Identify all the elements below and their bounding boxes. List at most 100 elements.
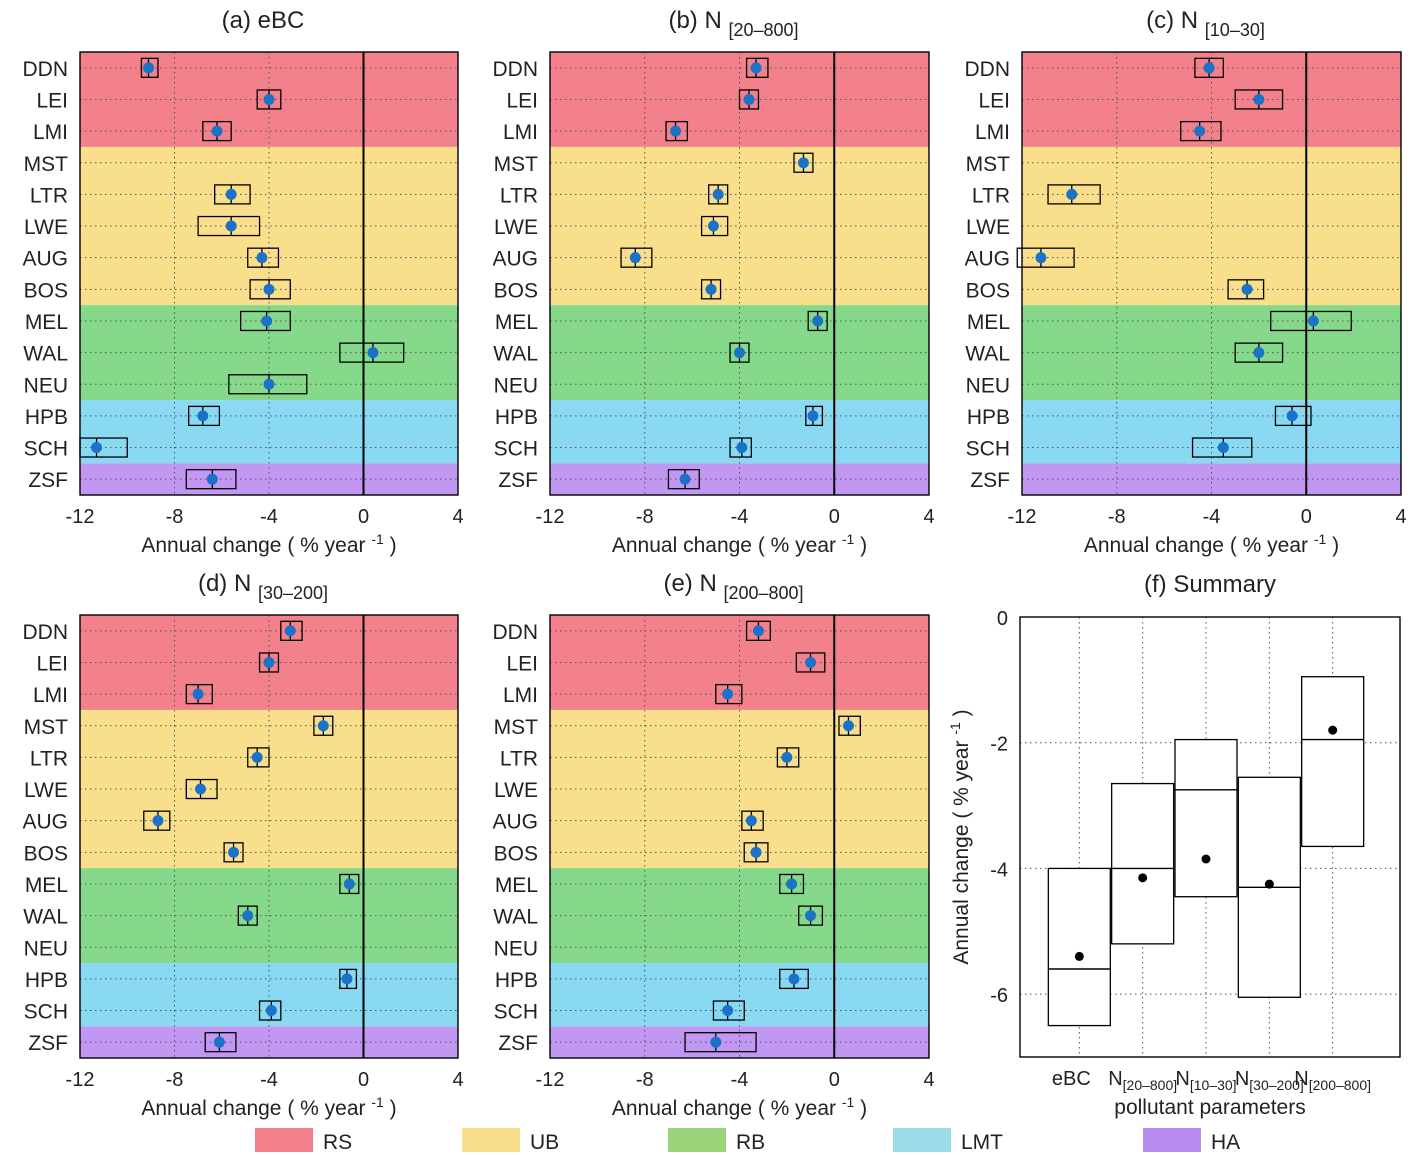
data-point [242,910,254,922]
x-tick-label: -8 [166,1069,184,1091]
station-label: LTR [972,184,1010,207]
data-point [745,815,757,827]
ci-box [700,215,729,237]
xlabel-end: ) [384,1097,397,1120]
x-tick-label: -12 [66,506,95,528]
x-axis-label: Annual change ( % year -1 ) [141,1094,396,1120]
subscript: [30–200] [1249,1077,1304,1093]
station-label: LWE [966,216,1010,239]
x-tick-label: 0 [829,506,840,528]
x-tick-label: -4 [731,1069,749,1091]
legend-label-ub: UB [530,1131,559,1154]
data-point [261,315,273,327]
ci-box [247,747,270,768]
x-axis-label: Annual change ( % year -1 ) [1084,531,1339,557]
station-label: AUG [492,811,538,834]
data-point [206,473,218,485]
panel-title: (c) N [10–30] [1146,7,1265,40]
data-point [284,625,296,637]
station-label: MST [966,153,1011,176]
legend-label-rb: RB [736,1131,765,1154]
ci-box [339,342,405,363]
data-point [341,973,353,985]
data-point [812,315,824,327]
station-label: LTR [500,184,538,207]
data-point [805,910,817,922]
subscript: [20–800] [1123,1077,1178,1093]
subscript: [30–200] [258,583,328,603]
panel-e: DDN LEI LMI MST LTR LWE AUG BOS MEL WAL NEU HPB SCH Z… [492,570,934,1120]
data-point [1066,188,1078,200]
legend-swatch-rb [668,1128,726,1152]
station-label: NEU [966,374,1010,397]
panel-b: DDN LEI LMI MST LTR LWE AUG BOS MEL WAL NEU HPB SCH Z… [492,7,934,557]
ci-box [715,683,743,705]
band-lmt [550,400,929,464]
data-point [91,442,103,454]
xlabel-end: ) [854,534,867,557]
ci-box [143,810,171,831]
station-label: BOS [24,842,68,865]
ci-box [620,247,653,268]
data-point [670,125,682,137]
ci-box [228,374,308,395]
station-label: BOS [494,279,538,302]
x-tick-label: 4 [923,506,934,528]
legend-label-rs: RS [323,1131,352,1154]
station-label: LEI [978,89,1010,112]
ci-box [185,683,213,705]
station-label: LWE [494,216,538,239]
station-label: NEU [24,374,68,397]
superscript: -1 [371,1094,384,1110]
panel-title: (d) N [30–200] [198,570,328,603]
summary-mean [1138,873,1148,883]
data-point [197,410,209,422]
station-label: LMI [503,684,538,707]
station-label: MEL [967,311,1010,334]
superscript: -1 [371,531,384,547]
data-point [211,125,223,137]
station-label: WAL [493,343,538,366]
ci-box [805,405,824,427]
station-label: LTR [30,747,68,770]
summary-box [1111,782,1175,945]
station-label: WAL [965,343,1010,366]
station-label: HPB [495,406,538,429]
station-label: HPB [495,969,538,992]
station-label: NEU [24,937,68,960]
summary-mean [1328,725,1338,735]
data-point [786,878,798,890]
ci-box [188,405,221,427]
plot-frame [549,614,930,1059]
y-tick-label: 0 [997,608,1008,630]
y-tick-label: -6 [990,985,1008,1007]
ci-box [214,184,251,205]
data-point [265,1005,277,1017]
station-label: ZSF [498,1032,538,1055]
station-label: BOS [966,279,1010,302]
data-point [734,347,745,359]
panel-title: (e) N [200–800] [663,570,803,603]
x-axis-label: Annual change ( % year -1 ) [612,1094,867,1120]
panel-title: (f) Summary [1144,571,1276,598]
x-tick-label: -8 [636,1069,654,1091]
x-tick-label: N[10–30] [1175,1068,1236,1093]
station-label: MEL [25,874,68,897]
data-point [152,815,164,827]
station-label: DDN [23,621,69,644]
subscript: [20–800] [728,20,798,40]
band-lmt [80,963,458,1027]
x-tick-label: -4 [731,506,749,528]
x-axis-label: pollutant parameters [1114,1096,1305,1119]
station-label: DDN [493,621,539,644]
y-axis-label: Annual change ( % year -1 ) [947,709,973,964]
data-point [1286,410,1298,422]
station-label: LMI [503,121,538,144]
panel-d: DDN LEI LMI MST LTR LWE AUG BOS MEL WAL NEU HPB SCH Z… [22,570,463,1120]
legend-label-lmt: LMT [961,1131,1003,1154]
x-tick-label: 0 [358,1069,369,1091]
station-label: ZSF [970,469,1010,492]
ci-box [667,469,700,490]
legend-label-ha: HA [1211,1131,1240,1154]
x-tick-label: 0 [358,506,369,528]
